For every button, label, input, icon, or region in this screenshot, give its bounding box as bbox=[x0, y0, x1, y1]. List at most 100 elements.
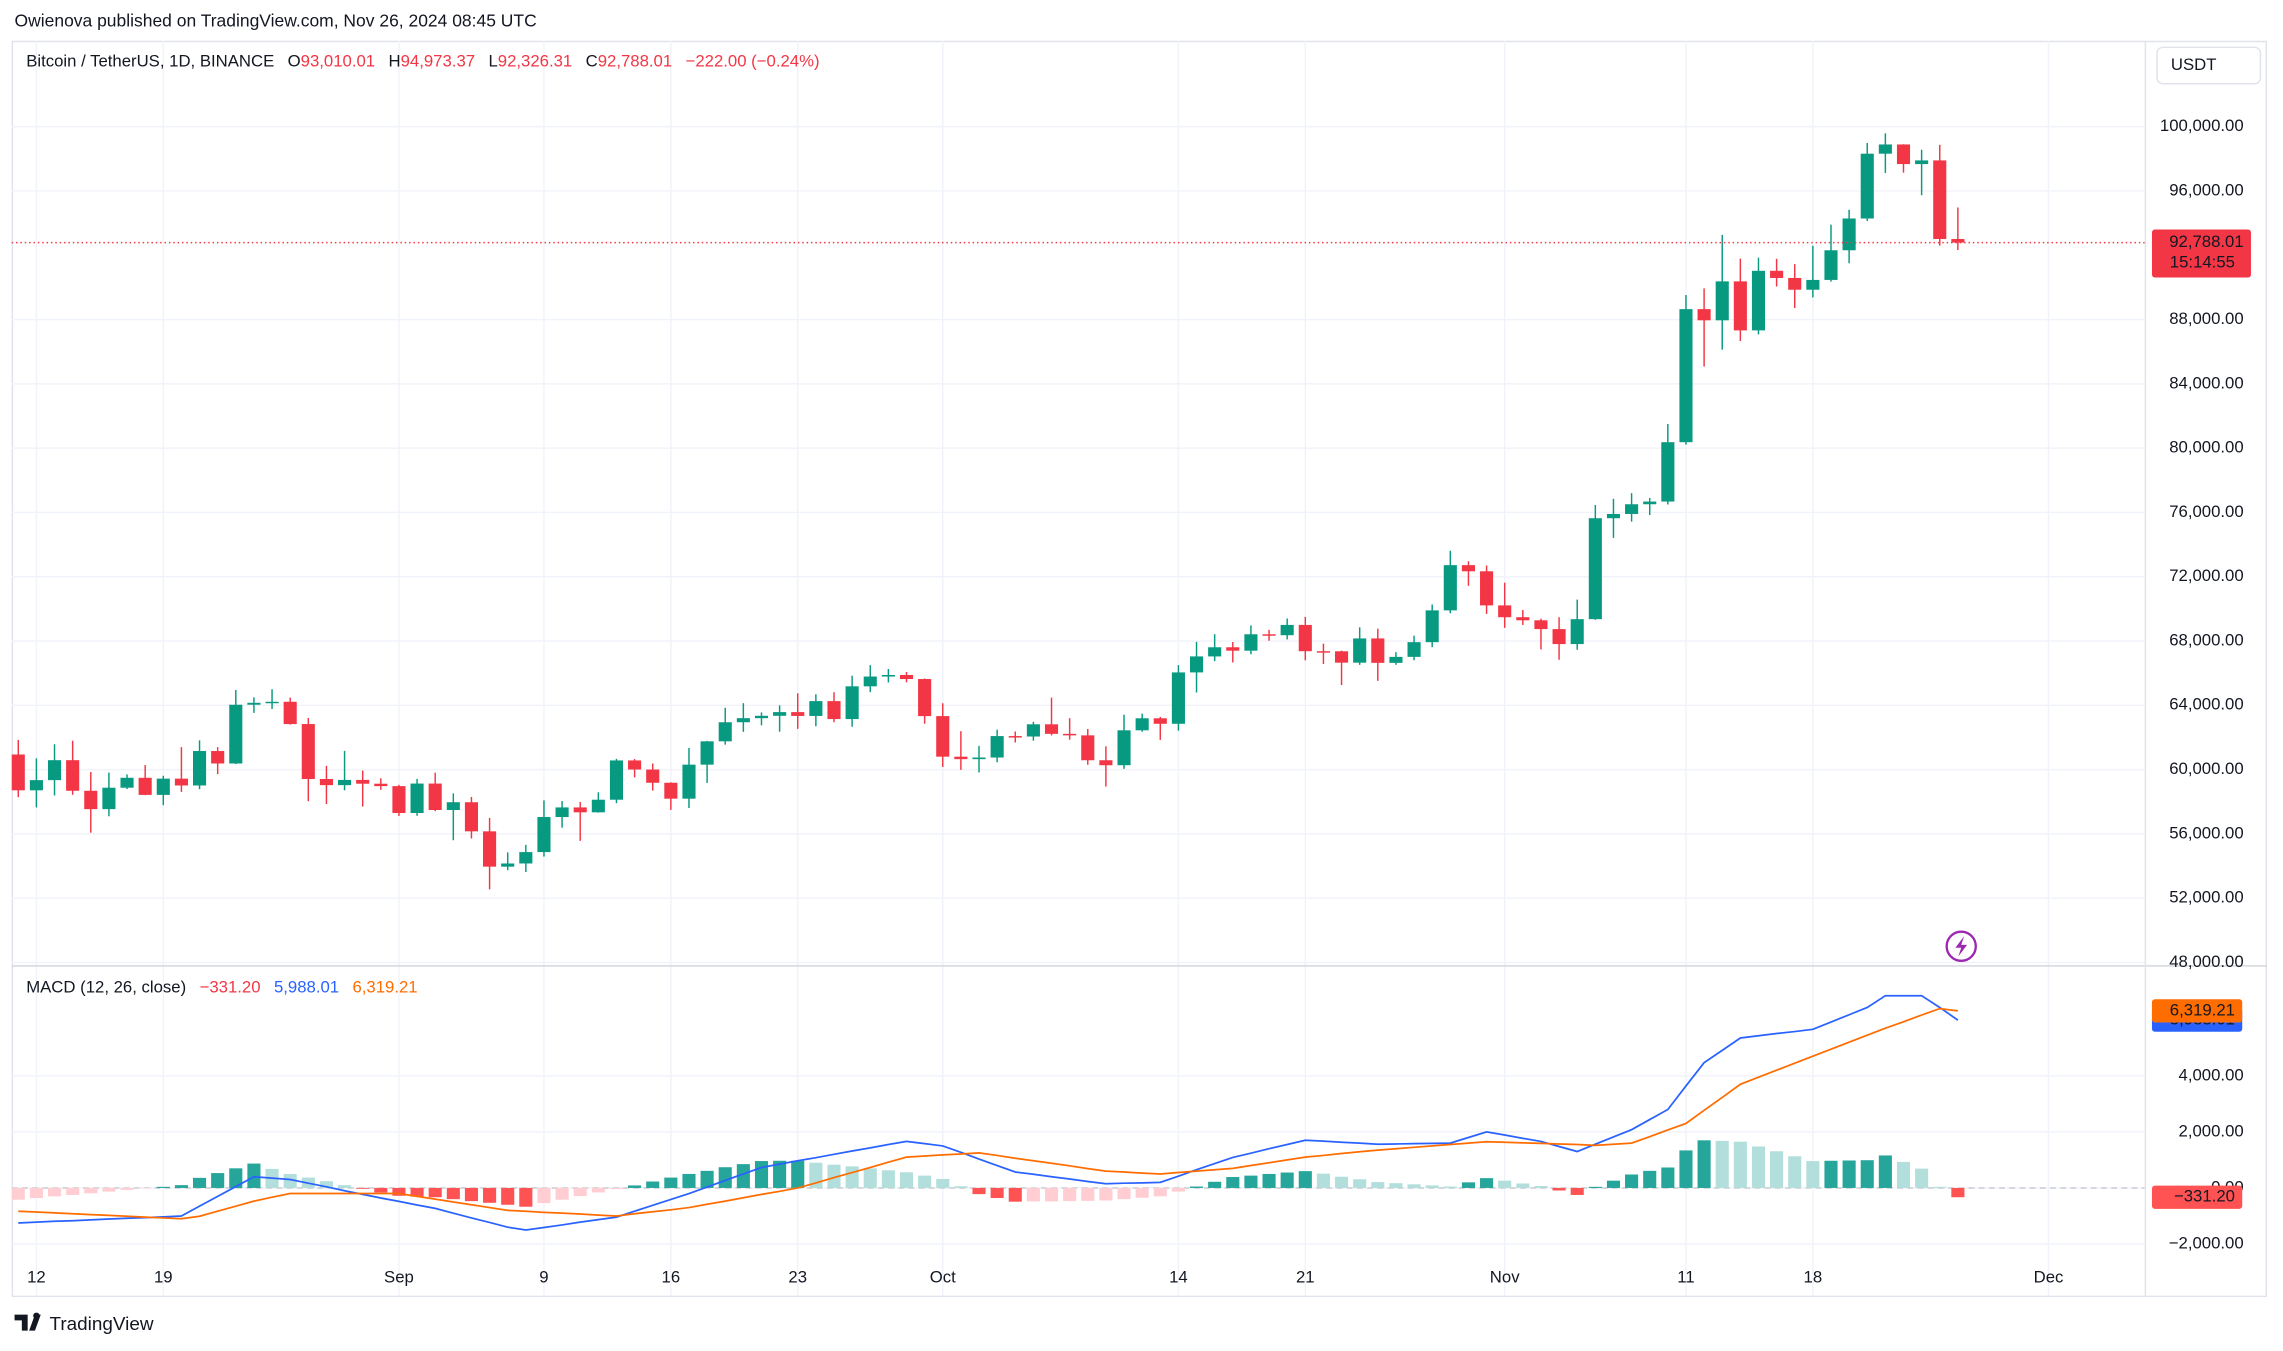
candle-body bbox=[464, 802, 479, 832]
histogram-bar bbox=[1226, 1177, 1240, 1188]
y-tick-label: 52,000.00 bbox=[2169, 888, 2243, 907]
histogram-bar bbox=[1298, 1171, 1312, 1188]
x-tick-label: 23 bbox=[788, 1268, 807, 1287]
candle-body bbox=[11, 754, 25, 791]
candle-body bbox=[356, 779, 370, 784]
candle-body bbox=[664, 782, 678, 799]
currency-button[interactable] bbox=[2156, 46, 2262, 85]
histogram-bar bbox=[174, 1185, 188, 1188]
legend-value: 94,973.37 bbox=[401, 52, 475, 71]
value-tag bbox=[2151, 1185, 2243, 1209]
histogram-bar bbox=[1770, 1151, 1784, 1188]
candle-body bbox=[936, 716, 950, 757]
candle-body bbox=[1697, 309, 1711, 321]
histogram-bar bbox=[1606, 1180, 1621, 1188]
legend-value: 93,010.01 bbox=[301, 52, 375, 71]
histogram-bar bbox=[519, 1187, 533, 1207]
candle-body bbox=[628, 760, 642, 770]
candle-body bbox=[1389, 656, 1403, 663]
candle-body bbox=[211, 751, 225, 764]
candle-body bbox=[1933, 160, 1947, 240]
x-tick-label: 12 bbox=[27, 1268, 46, 1287]
histogram-bar bbox=[1407, 1184, 1421, 1188]
candle-body bbox=[1461, 565, 1475, 572]
candle-body bbox=[265, 701, 279, 704]
histogram-bar bbox=[1860, 1160, 1874, 1188]
y-tick-label: 76,000.00 bbox=[2169, 502, 2243, 521]
histogram-bar bbox=[11, 1187, 25, 1200]
candle-body bbox=[1026, 724, 1040, 737]
candle-body bbox=[156, 778, 170, 795]
candle-body bbox=[573, 807, 587, 813]
candle-body bbox=[1044, 724, 1059, 734]
candle-body bbox=[120, 777, 134, 788]
histogram-bar bbox=[990, 1187, 1004, 1199]
macd-legend: MACD (12, 26, close) −331.20 5,988.01 6,… bbox=[26, 978, 417, 997]
histogram-bar bbox=[1262, 1173, 1276, 1188]
histogram-bar bbox=[229, 1168, 243, 1188]
last-price-tag bbox=[2151, 229, 2251, 278]
histogram-bar bbox=[1008, 1187, 1022, 1202]
candle-body bbox=[646, 769, 660, 783]
brand-name: TradingView bbox=[50, 1314, 154, 1335]
histogram-bar bbox=[47, 1187, 62, 1197]
histogram-bar bbox=[754, 1161, 769, 1188]
histogram-bar bbox=[1733, 1141, 1747, 1188]
candle-body bbox=[1063, 733, 1077, 736]
histogram-bar bbox=[464, 1187, 479, 1202]
macd-pane bbox=[11, 994, 2145, 1231]
candle-body bbox=[1008, 736, 1022, 738]
histogram-bar bbox=[1788, 1156, 1802, 1188]
candle-body bbox=[1733, 281, 1747, 331]
y-tick-label: 84,000.00 bbox=[2169, 373, 2243, 392]
y-tick-label: 4,000.00 bbox=[2179, 1065, 2244, 1084]
legend-value: 92,788.01 bbox=[598, 52, 672, 71]
candle-body bbox=[1570, 619, 1584, 645]
histogram-bar bbox=[1099, 1187, 1113, 1201]
candle-body bbox=[718, 722, 732, 742]
histogram-bar bbox=[537, 1187, 551, 1204]
histogram-bar bbox=[1117, 1187, 1131, 1200]
histogram-bar bbox=[1625, 1174, 1639, 1188]
value-tag-label: 6,319.21 bbox=[2170, 1000, 2235, 1019]
histogram-bar bbox=[591, 1187, 605, 1193]
alert-icon[interactable] bbox=[1945, 930, 1977, 963]
price-pane bbox=[11, 133, 2145, 890]
candle-body bbox=[1588, 518, 1602, 620]
alert-circle[interactable] bbox=[1945, 930, 1977, 963]
candle-body bbox=[1770, 270, 1784, 278]
histogram-bar bbox=[338, 1185, 352, 1188]
legend-label: O bbox=[288, 52, 301, 71]
currency-label[interactable]: USDT bbox=[2171, 55, 2217, 74]
histogram-bar bbox=[356, 1187, 370, 1189]
histogram-bar bbox=[392, 1187, 406, 1196]
legend-change: −222.00 (−0.24%) bbox=[686, 52, 820, 71]
histogram-bar bbox=[881, 1170, 895, 1188]
histogram-bar bbox=[1443, 1186, 1457, 1188]
alert-bolt[interactable] bbox=[1955, 936, 1968, 957]
histogram-bar bbox=[1915, 1168, 1929, 1188]
countdown: 15:14:55 bbox=[2170, 252, 2235, 271]
histogram-bar bbox=[1461, 1182, 1475, 1188]
x-tick-label: Dec bbox=[2034, 1268, 2064, 1287]
brand: TradingView bbox=[14, 1312, 154, 1335]
x-tick-label: 9 bbox=[539, 1268, 548, 1287]
histogram-bar bbox=[1715, 1140, 1729, 1188]
histogram-bar bbox=[1842, 1160, 1856, 1188]
candle-body bbox=[66, 760, 80, 791]
candle-body bbox=[1498, 605, 1512, 618]
histogram-bar bbox=[283, 1173, 297, 1188]
histogram-bar bbox=[84, 1187, 98, 1194]
histogram-bar bbox=[791, 1160, 805, 1188]
candle-body bbox=[1896, 144, 1911, 165]
candle-body bbox=[1643, 501, 1657, 505]
candle-body bbox=[1715, 281, 1729, 321]
candle-body bbox=[229, 704, 243, 764]
candle-body bbox=[1788, 277, 1802, 290]
y-tick-label: 48,000.00 bbox=[2169, 952, 2243, 971]
histogram-bar bbox=[555, 1187, 569, 1200]
grid bbox=[11, 40, 2145, 1296]
candle-body bbox=[519, 852, 533, 864]
histogram-bar bbox=[1878, 1155, 1892, 1188]
y-tick-label: 72,000.00 bbox=[2169, 566, 2243, 585]
